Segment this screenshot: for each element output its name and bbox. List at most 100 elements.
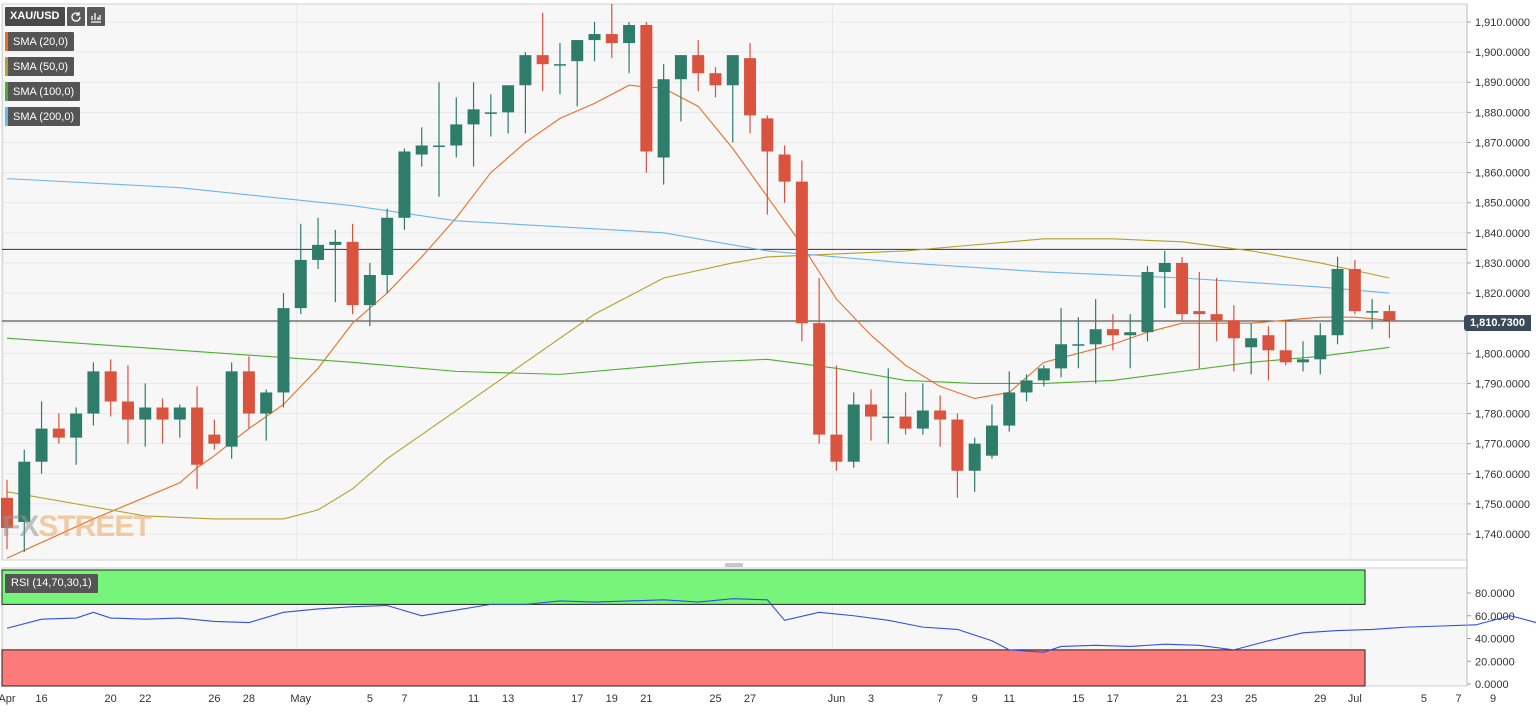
candle-body xyxy=(899,416,912,429)
x-tick-label: 29 xyxy=(1314,693,1326,705)
x-tick-label: 5 xyxy=(367,693,373,705)
candle-body xyxy=(1210,314,1223,321)
candle-body xyxy=(657,79,670,158)
candle-body xyxy=(312,244,325,260)
y-tick-label: 1,760.0000 xyxy=(1475,469,1530,481)
rsi-y-tick-label: 20.0000 xyxy=(1475,656,1515,668)
candle-body xyxy=(951,419,964,471)
candle-body xyxy=(415,145,428,155)
candle-body xyxy=(968,443,981,471)
y-tick-label: 1,910.0000 xyxy=(1475,17,1530,29)
y-tick-label: 1,870.0000 xyxy=(1475,137,1530,149)
fxstreet-watermark: FXSTREET xyxy=(2,510,152,544)
rsi-y-tick-label: 60.0000 xyxy=(1475,611,1515,623)
candle-body xyxy=(882,416,895,419)
rsi-y-tick-label: 40.0000 xyxy=(1475,634,1515,646)
legend-sma-20[interactable]: SMA (20,0) xyxy=(5,32,75,51)
candle-body xyxy=(433,145,445,147)
legend-sma-100[interactable]: SMA (100,0) xyxy=(5,82,81,101)
candle-body xyxy=(1366,311,1379,313)
candle-body xyxy=(1,497,13,528)
legend-label: SMA (50,0) xyxy=(13,60,69,73)
legend-label: SMA (100,0) xyxy=(13,85,75,98)
candle-body xyxy=(70,413,83,438)
candle-body xyxy=(87,371,100,414)
legend-swatch xyxy=(5,82,8,101)
main-plot-bg xyxy=(1,3,1468,561)
candle-body xyxy=(1055,344,1068,369)
candle-body xyxy=(35,428,48,462)
legend-sma-50[interactable]: SMA (50,0) xyxy=(5,57,75,76)
candle-body xyxy=(260,392,273,414)
candle-body xyxy=(225,371,238,447)
candle-body xyxy=(156,407,169,420)
y-tick-label: 1,860.0000 xyxy=(1475,168,1530,180)
x-tick-label: Jun xyxy=(828,693,846,705)
refresh-icon[interactable] xyxy=(66,7,85,26)
x-tick-label: 7 xyxy=(1455,693,1461,705)
candle-body xyxy=(830,434,843,462)
x-tick-label: 22 xyxy=(139,693,151,705)
candle-body xyxy=(1072,344,1085,346)
x-tick-label: 9 xyxy=(1490,693,1496,705)
candle-body xyxy=(502,85,515,113)
x-tick-label: Apr xyxy=(0,693,16,705)
x-tick-label: 25 xyxy=(1245,693,1257,705)
x-tick-label: 28 xyxy=(243,693,255,705)
legend-label: SMA (20,0) xyxy=(13,35,69,48)
candle-body xyxy=(1193,311,1206,315)
sma-line xyxy=(6,178,1390,294)
x-tick-label: 21 xyxy=(1176,693,1188,705)
y-tick-label: 1,820.0000 xyxy=(1475,288,1530,300)
x-tick-label: 11 xyxy=(468,693,479,705)
candle-body xyxy=(139,407,152,420)
candle-body xyxy=(484,112,497,114)
candle-body xyxy=(1124,332,1137,336)
legend-swatch xyxy=(5,32,8,51)
candle-body xyxy=(381,217,394,275)
candle-body xyxy=(1331,268,1344,336)
x-tick-label: 15 xyxy=(1072,693,1084,705)
last-price-tag: 1,810.7300 xyxy=(1463,315,1531,331)
candle-body xyxy=(605,34,618,44)
candles xyxy=(1,3,1396,553)
x-tick-label: 26 xyxy=(208,693,220,705)
legend-swatch xyxy=(5,57,8,76)
watermark-street: STREET xyxy=(38,510,151,543)
rsi-y-tick-label: 0.0000 xyxy=(1475,679,1509,691)
rsi-label[interactable]: RSI (14,70,30,1) xyxy=(5,574,98,593)
x-tick-label: 27 xyxy=(744,693,756,705)
watermark-x: X xyxy=(19,510,39,543)
candle-body xyxy=(1227,320,1240,339)
pane-resize-handle xyxy=(725,563,743,567)
indicators-icon[interactable] xyxy=(86,7,105,26)
candle-body xyxy=(1348,268,1361,312)
legend-sma-200[interactable]: SMA (200,0) xyxy=(5,107,81,126)
candle-body xyxy=(329,241,342,245)
candle-body xyxy=(1106,329,1119,336)
candle-body xyxy=(346,241,359,306)
candle-body xyxy=(1089,329,1102,345)
candle-body xyxy=(761,118,774,152)
candle-body xyxy=(173,407,186,420)
candle-body xyxy=(191,407,204,465)
candle-body xyxy=(398,151,411,218)
y-tick-label: 1,780.0000 xyxy=(1475,409,1530,421)
y-tick-label: 1,830.0000 xyxy=(1475,258,1530,270)
candle-body xyxy=(450,124,463,146)
candle-body xyxy=(121,401,134,420)
candle-body xyxy=(1158,262,1171,272)
y-tick-label: 1,900.0000 xyxy=(1475,47,1530,59)
chart-toolbar: XAU/USD xyxy=(5,7,105,26)
legend-swatch xyxy=(5,107,8,126)
candle-body xyxy=(1297,359,1309,363)
candle-body xyxy=(1037,368,1050,381)
symbol-label[interactable]: XAU/USD xyxy=(5,7,65,26)
x-tick-label: 17 xyxy=(1107,693,1119,705)
candle-body xyxy=(1262,335,1275,351)
candle-body xyxy=(1245,338,1258,348)
candle-body xyxy=(726,55,739,86)
candle-body xyxy=(847,404,860,462)
